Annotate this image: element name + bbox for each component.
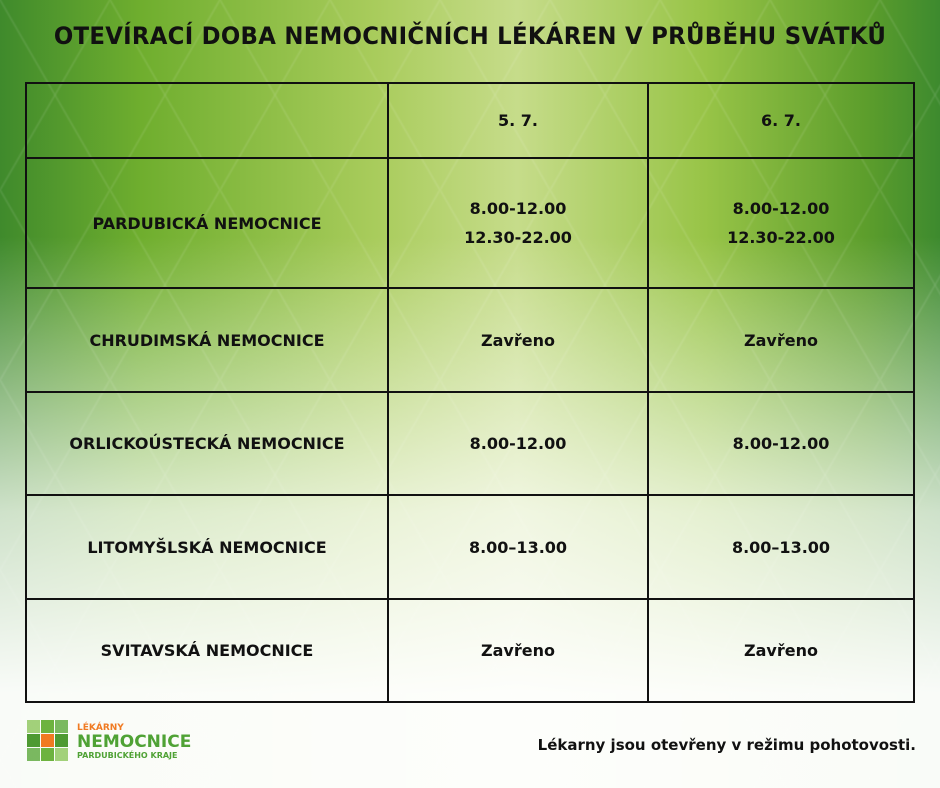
logo: LÉKÁRNY NEMOCNICE PARDUBICKÉHO KRAJE [27, 720, 191, 762]
page-title: OTEVÍRACÍ DOBA NEMOCNIČNÍCH LÉKÁREN V PR… [53, 22, 887, 50]
hours-day-1: 8.00-12.00 12.30-22.00 [387, 157, 649, 289]
hours-day-2: 8.00-12.00 [647, 391, 915, 496]
table-row: SVITAVSKÁ NEMOCNICE Zavřeno Zavřeno [25, 598, 915, 703]
hospital-name: PARDUBICKÁ NEMOCNICE [25, 157, 389, 289]
hospital-name: LITOMYŠLSKÁ NEMOCNICE [25, 494, 389, 600]
logo-line2: NEMOCNICE [77, 731, 192, 752]
table-row: LITOMYŠLSKÁ NEMOCNICE 8.00–13.00 8.00–13… [25, 494, 915, 600]
hours: 12.30-22.00 [727, 228, 835, 247]
hours-day-1: Zavřeno [387, 287, 649, 393]
logo-line3: PARDUBICKÉHO KRAJE [77, 750, 178, 760]
logo-line1: LÉKÁRNY [77, 722, 124, 733]
header-row: 5. 7. 6. 7. [25, 82, 915, 159]
hospital-name: SVITAVSKÁ NEMOCNICE [25, 598, 389, 703]
footer-note: Lékarny jsou otevřeny v režimu pohotovos… [537, 736, 916, 754]
table-row: ORLICKOÚSTECKÁ NEMOCNICE 8.00-12.00 8.00… [25, 391, 915, 496]
cross-logo-icon [27, 720, 69, 762]
hospital-name: ORLICKOÚSTECKÁ NEMOCNICE [25, 391, 389, 496]
hours-day-2: 8.00-12.00 12.30-22.00 [647, 157, 915, 289]
header-date-1: 5. 7. [387, 82, 649, 159]
hours-day-2: 8.00–13.00 [647, 494, 915, 600]
hours-day-2: Zavřeno [647, 287, 915, 393]
header-date-2: 6. 7. [647, 82, 915, 159]
hours: 8.00-12.00 [732, 199, 830, 218]
table-row: PARDUBICKÁ NEMOCNICE 8.00-12.00 12.30-22.… [25, 157, 915, 289]
hours-day-2: Zavřeno [647, 598, 915, 703]
hours-day-1: 8.00–13.00 [387, 494, 649, 600]
opening-hours-table: 5. 7. 6. 7. PARDUBICKÁ NEMOCNICE 8.00-12… [25, 82, 915, 703]
hours: 12.30-22.00 [464, 228, 572, 247]
table-row: CHRUDIMSKÁ NEMOCNICE Zavřeno Zavřeno [25, 287, 915, 393]
header-empty [25, 82, 389, 159]
hospital-name: CHRUDIMSKÁ NEMOCNICE [25, 287, 389, 393]
hours: 8.00-12.00 [469, 199, 567, 218]
hours-day-1: 8.00-12.00 [387, 391, 649, 496]
hours-day-1: Zavřeno [387, 598, 649, 703]
